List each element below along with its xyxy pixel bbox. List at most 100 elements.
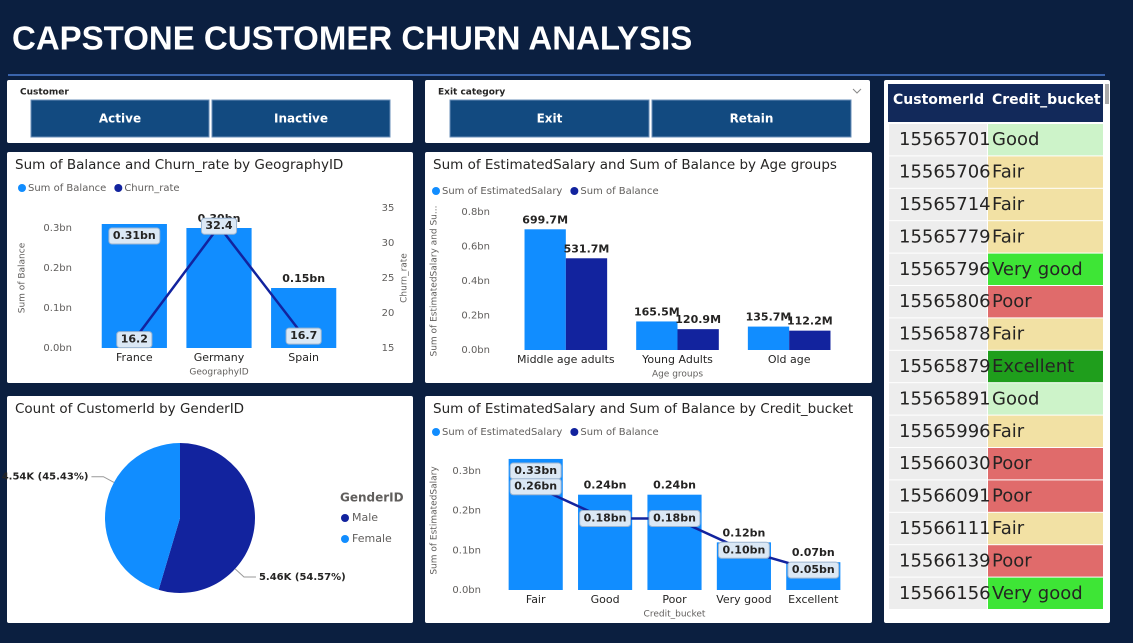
bar-value-label: 135.7M bbox=[746, 311, 792, 324]
table-cell: Fair bbox=[992, 194, 1025, 215]
bar-value-label: 699.7M bbox=[522, 213, 568, 226]
slicer-button[interactable] bbox=[211, 99, 391, 138]
table-cell: Fair bbox=[992, 421, 1025, 442]
bucket-cell bbox=[988, 545, 1103, 577]
x-tick-label: Old age bbox=[768, 353, 811, 366]
line-value-label: 16.2 bbox=[121, 333, 148, 346]
table-cell: Poor bbox=[992, 550, 1032, 571]
id-cell bbox=[889, 350, 987, 383]
id-cell bbox=[889, 577, 987, 609]
slicer-option[interactable]: Exit bbox=[537, 112, 563, 126]
label-box bbox=[200, 217, 238, 235]
bar-value-label: 120.9M bbox=[675, 313, 721, 326]
bar bbox=[186, 228, 252, 348]
column-header: Credit_bucket bbox=[992, 92, 1101, 108]
table-cell: Very good bbox=[992, 583, 1083, 604]
label-box bbox=[285, 327, 322, 345]
legend-marker bbox=[341, 535, 349, 543]
table-header bbox=[888, 84, 1103, 122]
bucket-cell bbox=[988, 350, 1103, 383]
slicer-option[interactable]: Retain bbox=[730, 112, 774, 126]
y-tick-label: 0.3bn bbox=[452, 466, 481, 477]
y-tick-label: 0.8bn bbox=[461, 207, 490, 218]
bar bbox=[747, 326, 790, 350]
bar-value-label: 0.24bn bbox=[584, 479, 627, 492]
id-cell bbox=[889, 480, 987, 512]
table-cell: 15566139 bbox=[899, 550, 991, 571]
bucket-cell bbox=[988, 253, 1103, 285]
label-box bbox=[717, 541, 770, 559]
slicer-option[interactable]: Inactive bbox=[274, 112, 328, 126]
slicer-title: Customer bbox=[20, 88, 69, 98]
chart-title: Sum of EstimatedSalary and Sum of Balanc… bbox=[433, 157, 837, 173]
bucket-cell bbox=[988, 124, 1103, 156]
x-tick-label: Middle age adults bbox=[517, 353, 615, 366]
pie-slice bbox=[104, 443, 180, 590]
bucket-cell bbox=[988, 286, 1103, 318]
x-axis-label: Credit_bucket bbox=[644, 610, 706, 620]
slicer-title: Exit category bbox=[438, 88, 505, 98]
line-value-label: 0.26bn bbox=[514, 480, 557, 493]
table-cell: 15565996 bbox=[899, 421, 991, 442]
x-tick-label: Excellent bbox=[788, 593, 839, 606]
table-cell: Poor bbox=[992, 486, 1032, 507]
table-cell: 15565706 bbox=[899, 162, 991, 183]
line-value-label: 0.18bn bbox=[584, 512, 627, 525]
y-tick-label: 0.1bn bbox=[452, 545, 481, 556]
label-box bbox=[787, 561, 840, 579]
table-cell: 15565701 bbox=[899, 129, 991, 150]
bar-value-label: 0.15bn bbox=[282, 272, 325, 285]
page-title: CAPSTONE CUSTOMER CHURN ANALYSIS bbox=[12, 20, 692, 57]
y-tick-label: 0.1bn bbox=[43, 303, 72, 314]
table-cell: 15565714 bbox=[899, 194, 991, 215]
table-cell: Excellent bbox=[992, 356, 1074, 377]
id-cell bbox=[889, 156, 987, 188]
leader-line bbox=[91, 476, 115, 483]
x-axis-label: GeographyID bbox=[189, 368, 248, 378]
legend-label: Female bbox=[352, 532, 392, 545]
legend-title: GenderID bbox=[340, 491, 404, 505]
x-tick-label: Young Adults bbox=[641, 353, 713, 366]
id-cell bbox=[889, 188, 987, 221]
table-cell: Poor bbox=[992, 453, 1032, 474]
line-value-label: 32.4 bbox=[205, 219, 232, 232]
y-axis-label: Sum of EstimatedSalary and Su... bbox=[430, 206, 440, 357]
slicer-button[interactable] bbox=[30, 99, 210, 138]
line-value-label: 0.10bn bbox=[722, 543, 765, 556]
y2-tick-label: 25 bbox=[382, 273, 395, 284]
bucket-cell bbox=[988, 156, 1103, 188]
label-box bbox=[509, 478, 562, 496]
slicer-button[interactable] bbox=[449, 99, 650, 138]
table-cell: 15566091 bbox=[899, 486, 991, 507]
table-cell: 15566111 bbox=[899, 518, 991, 539]
line-value-label: 0.18bn bbox=[653, 512, 696, 525]
pie-value-label: 5.46K (54.57%) bbox=[259, 572, 346, 583]
id-cell bbox=[889, 124, 987, 156]
bar bbox=[677, 329, 719, 350]
legend-marker bbox=[114, 184, 123, 192]
bar-value-label: 165.5M bbox=[634, 305, 680, 318]
id-cell bbox=[889, 512, 987, 545]
slicer-button[interactable] bbox=[651, 99, 852, 138]
bucket-cell bbox=[988, 480, 1103, 512]
bucket-cell bbox=[988, 512, 1103, 545]
slicer-option[interactable]: Active bbox=[99, 112, 141, 126]
scrollbar-thumb bbox=[1105, 84, 1109, 104]
dropdown-chevron bbox=[852, 88, 862, 94]
table-cell: Poor bbox=[992, 291, 1032, 312]
x-tick-label: Poor bbox=[662, 593, 687, 606]
table-cell: 15565796 bbox=[899, 259, 991, 280]
id-cell bbox=[889, 221, 987, 253]
legend-marker bbox=[432, 187, 440, 195]
bar-value-label: 0.33bn bbox=[514, 464, 557, 477]
legend-marker bbox=[570, 428, 579, 436]
legend-label: Sum of EstimatedSalary bbox=[442, 186, 562, 197]
label-box bbox=[116, 331, 153, 349]
bar-value-label: 0.24bn bbox=[653, 479, 696, 492]
bar bbox=[565, 258, 608, 350]
y-tick-label: 0.2bn bbox=[461, 311, 490, 322]
y-tick-label: 0.0bn bbox=[43, 343, 72, 354]
x-axis-label: Age groups bbox=[652, 370, 703, 380]
table-cell: 15565806 bbox=[899, 291, 991, 312]
bar-value-label: 112.2M bbox=[787, 315, 833, 328]
